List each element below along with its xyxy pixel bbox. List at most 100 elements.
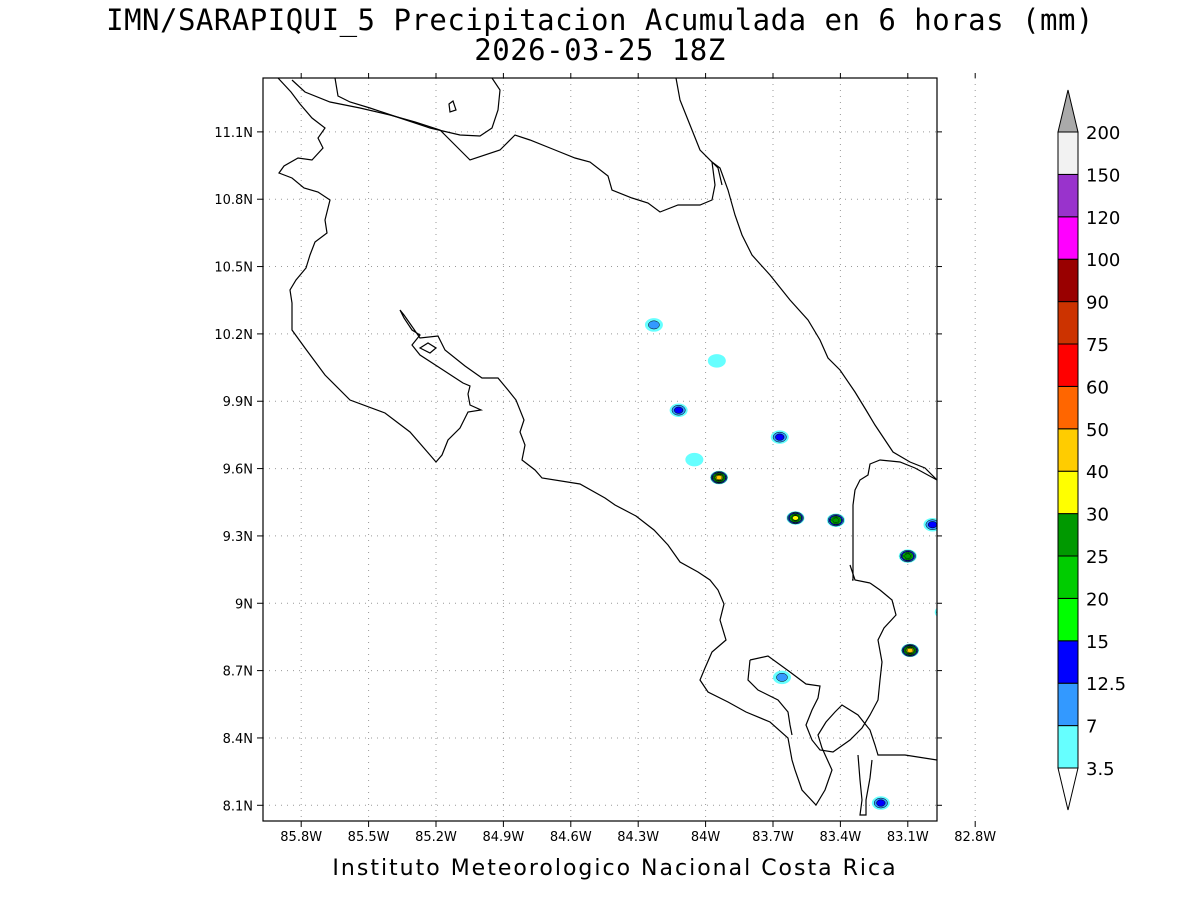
nicaragua-border (291, 79, 723, 213)
precip-contour (685, 452, 704, 467)
y-tick-label: 9.9N (223, 395, 253, 410)
colorbar-label: 90 (1086, 293, 1109, 314)
y-tick-label: 8.4N (223, 732, 253, 747)
precip-cell (923, 517, 937, 532)
precip-contour (707, 354, 726, 368)
colorbar-label: 75 (1086, 335, 1109, 356)
y-tick-label: 9.3N (223, 530, 253, 545)
precip-contour (904, 553, 912, 559)
osa-inner-coast (747, 659, 793, 736)
x-tick-label: 85.8W (280, 830, 322, 845)
precip-contour (1002, 641, 1020, 655)
precipitation-cells (644, 318, 1020, 810)
colorbar-swatch (1057, 301, 1079, 345)
lake-shore (334, 78, 501, 137)
precip-contour (1004, 643, 1017, 653)
chart-title: IMN/SARAPIQUI_5 Precipitacion Acumulada … (106, 3, 1094, 37)
precip-contour (927, 521, 937, 529)
colorbar-label: 60 (1086, 377, 1109, 398)
y-tick-label: 10.8N (214, 193, 253, 208)
precip-cell (669, 403, 688, 417)
precip-contour (792, 515, 799, 521)
precip-contour (936, 609, 937, 615)
precip-contour (940, 609, 948, 615)
coastline-borders (277, 78, 937, 816)
precip-contour (832, 517, 840, 523)
colorbar-swatch (1057, 131, 1079, 175)
panama-border-south (849, 564, 871, 584)
colorbar-label: 3.5 (1086, 759, 1115, 780)
colorbar-arrow-bottom (1057, 767, 1079, 811)
colorbar-swatch (1057, 428, 1079, 472)
colorbar-label: 12.5 (1086, 674, 1126, 695)
colorbar-swatch (1057, 173, 1079, 218)
burica-coast (857, 754, 873, 816)
precip-contour (776, 672, 788, 682)
colorbar-swatch (1057, 258, 1079, 303)
lake-island (448, 100, 457, 113)
x-tick-label: 82.8W (954, 830, 996, 845)
y-tick-label: 10.5N (214, 261, 253, 276)
y-tick-label: 8.1N (223, 799, 253, 814)
map-axes: 85.8W 85.5W 85.2W 84.9W 84.6W 84.3W 84W 83.7W 83… (214, 73, 996, 845)
colorbar-swatch (1057, 597, 1079, 642)
precip-cell (644, 318, 663, 332)
precip-cell (710, 470, 729, 485)
x-tick-label: 85.5W (348, 830, 390, 845)
x-tick-label: 84.6W (550, 830, 592, 845)
colorbar-swatch (1057, 470, 1079, 515)
colorbar-label: 120 (1086, 208, 1120, 229)
precip-contour (906, 647, 914, 653)
colorbar-label: 50 (1086, 420, 1109, 441)
precip-cell (707, 354, 726, 368)
y-tick-label: 8.7N (223, 665, 253, 680)
chart-subtitle-date: 2026-03-25 18Z (474, 33, 726, 67)
precip-cell (898, 549, 917, 563)
precip-cell (901, 643, 920, 658)
precip-contour (715, 475, 723, 480)
footer-credit: Instituto Meteorologico Nacional Costa R… (332, 856, 898, 881)
colorbar-label: 100 (1086, 250, 1120, 271)
colorbar-swatch (1057, 385, 1079, 430)
colorbar-label: 30 (1086, 505, 1109, 526)
precip-contour (876, 799, 886, 807)
colorbar-label: 25 (1086, 547, 1109, 568)
golfo-dulce-coast (749, 582, 897, 753)
y-tick-label: 11.1N (214, 126, 253, 141)
precip-cell (826, 513, 845, 527)
precip-cell (772, 670, 791, 685)
colorbar-label: 40 (1086, 462, 1109, 483)
map-frame (262, 77, 938, 822)
x-tick-label: 85.2W (415, 830, 457, 845)
colorbar-swatch (1057, 640, 1079, 684)
panama-border (852, 459, 937, 581)
x-tick-label: 84W (691, 830, 721, 845)
colorbar-label: 150 (1086, 165, 1120, 186)
colorbar-label: 20 (1086, 589, 1109, 610)
x-tick-label: 83.1W (887, 830, 929, 845)
colorbar: 3.5 7 12.5 15 20 25 30 40 50 60 75 90 100 120 150 200 (1057, 89, 1126, 811)
y-tick-label: 9.6N (223, 463, 253, 478)
precip-contour (674, 406, 684, 414)
y-tick-label: 9N (235, 597, 253, 612)
colorbar-swatch (1057, 682, 1079, 727)
x-tick-label: 84.3W (617, 830, 659, 845)
pacific-coastline (277, 78, 937, 806)
colorbar-swatch (1057, 343, 1079, 387)
colorbar-swatch (1057, 216, 1079, 260)
precip-contour (648, 320, 660, 330)
map-gridlines (263, 78, 976, 821)
colorbar-label: 200 (1086, 123, 1120, 144)
x-tick-label: 83.4W (819, 830, 861, 845)
precip-cell (871, 796, 890, 810)
colorbar-label: 7 (1086, 717, 1097, 738)
colorbar-label: 15 (1086, 632, 1109, 653)
caribbean-coastline (675, 78, 937, 481)
x-tick-label: 84.9W (482, 830, 524, 845)
colorbar-arrow-top (1057, 89, 1079, 133)
colorbar-swatch (1057, 725, 1079, 769)
precip-cell (685, 452, 704, 467)
precip-cell (770, 430, 789, 444)
gulf-island (418, 342, 438, 354)
